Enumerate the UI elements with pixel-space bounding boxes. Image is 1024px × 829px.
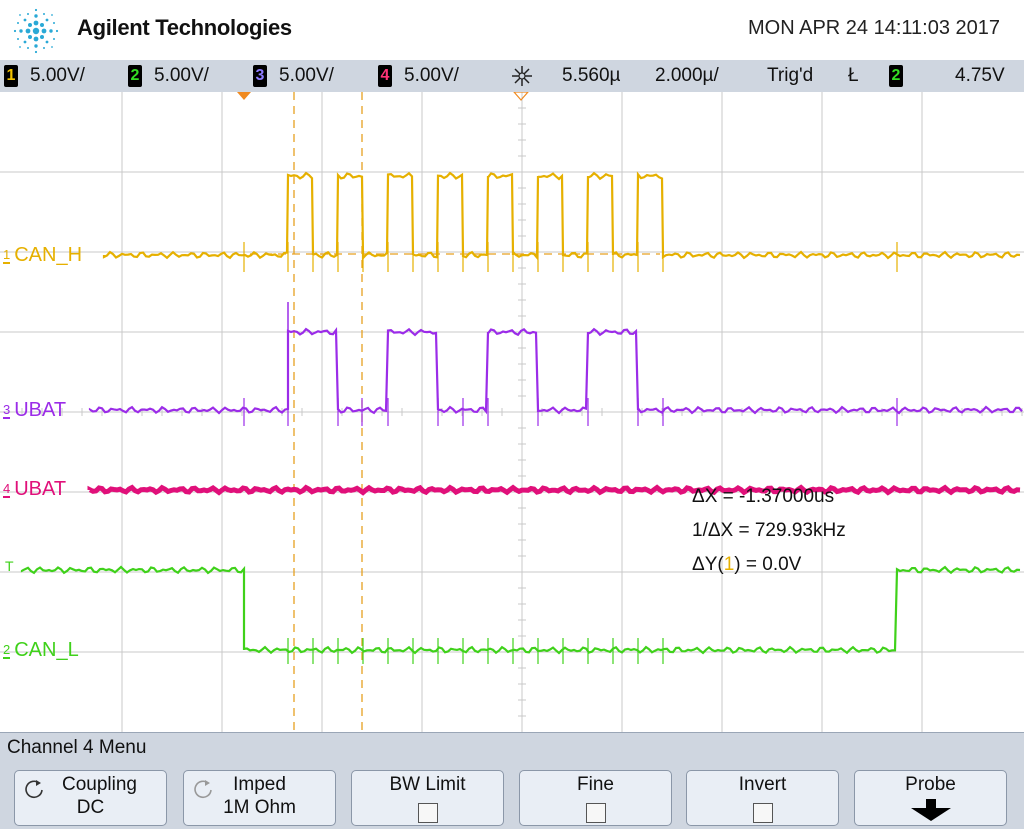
brand-name: Agilent Technologies [77, 15, 292, 40]
cursors [250, 92, 660, 732]
ground-marker-ch1-icon: 1 [3, 247, 11, 264]
ground-marker-ch3-icon: 3 [3, 402, 11, 419]
probe-softkey[interactable]: Probe [854, 770, 1007, 826]
submenu-down-arrow-icon [911, 799, 951, 821]
trigger-slope-icon: Ł [848, 65, 859, 86]
channel-1-badge: 1 [4, 65, 18, 87]
waveforms [20, 171, 1023, 664]
channel-2-scale-value: 5.00V/ [154, 65, 209, 86]
trace-label-ch2: 2 CAN_L [3, 639, 79, 661]
delta-y-channel: 1 [723, 554, 735, 575]
channel-4-scale[interactable]: 4 5.00V/ [378, 64, 459, 88]
trace-label-ch1: 1 CAN_H [3, 244, 83, 266]
channel-markers [237, 92, 529, 101]
trigger-position-marker-icon [237, 92, 251, 100]
trigger-channel-badge: 2 [889, 65, 903, 87]
horizontal-delay-icon [512, 66, 532, 86]
delay-reference-marker-icon [513, 92, 529, 101]
rotate-knob-icon [194, 780, 212, 799]
fine-checkbox[interactable] [586, 803, 606, 823]
status-bar: 1 5.00V/ 2 5.00V/ 3 5.00V/ 4 5.00V/ 5.56… [0, 60, 1024, 92]
menu-title-bar: Channel 4 Menu [0, 732, 1024, 762]
channel-3-scale-value: 5.00V/ [279, 65, 334, 86]
delta-x-readout: ΔX = -1.37000us [692, 486, 835, 507]
trace-label-ch3: 3 UBAT [3, 399, 67, 421]
ground-marker-ch4-icon: 4 [3, 481, 11, 498]
waveform-ch2-can-l [20, 565, 1021, 655]
bw-limit-checkbox[interactable] [418, 803, 438, 823]
fine-softkey[interactable]: Fine [519, 770, 672, 826]
invert-softkey[interactable]: Invert [686, 770, 839, 826]
rotate-knob-icon [25, 780, 43, 799]
channel-1-scale-value: 5.00V/ [30, 65, 85, 86]
date-time: MON APR 24 14:11:03 2017 [747, 17, 1000, 39]
channel-3-badge: 3 [253, 65, 267, 87]
waveform-display[interactable]: 1 CAN_H 3 UBAT 4 UBAT T 2 CAN_L ΔX = -1.… [0, 92, 1024, 732]
timebase[interactable]: 2.000µ/ [655, 65, 719, 86]
softkey-bar: Coupling DC Imped 1M Ohm BW Limit Fine I… [0, 762, 1024, 829]
horizontal-delay[interactable]: 5.560µ [562, 65, 621, 86]
trigger-level[interactable]: 4.75V [955, 65, 1005, 86]
waveform-ch4-ubat [87, 484, 1021, 496]
trigger-source[interactable]: 2 [889, 64, 915, 88]
channel-2-badge: 2 [128, 65, 142, 87]
menu-title: Channel 4 Menu [7, 737, 147, 758]
channel-2-scale[interactable]: 2 5.00V/ [128, 64, 209, 88]
bw-limit-softkey[interactable]: BW Limit [351, 770, 504, 826]
ground-marker-ch2-icon: 2 [3, 642, 11, 659]
graticule [0, 92, 1024, 732]
trigger-level-marker: T [5, 558, 14, 574]
coupling-softkey[interactable]: Coupling DC [14, 770, 167, 826]
waveform-ch1-can-h [102, 171, 1021, 261]
invert-checkbox[interactable] [753, 803, 773, 823]
trigger-state: Trig'd [767, 65, 814, 86]
waveform-ch3-ubat [88, 327, 1023, 415]
channel-4-badge: 4 [378, 65, 392, 87]
agilent-spark-logo-icon [13, 8, 59, 54]
delta-y-readout: ΔY(1) = 0.0V [692, 554, 802, 575]
channel-1-scale[interactable]: 1 5.00V/ [4, 64, 85, 88]
impedance-softkey[interactable]: Imped 1M Ohm [183, 770, 336, 826]
inverse-delta-x-readout: 1/ΔX = 729.93kHz [692, 520, 846, 541]
header: Agilent Technologies MON APR 24 14:11:03… [0, 0, 1024, 60]
channel-4-scale-value: 5.00V/ [404, 65, 459, 86]
waveform-canvas [0, 92, 1024, 732]
channel-3-scale[interactable]: 3 5.00V/ [253, 64, 334, 88]
trace-label-ch4: 4 UBAT [3, 478, 67, 500]
